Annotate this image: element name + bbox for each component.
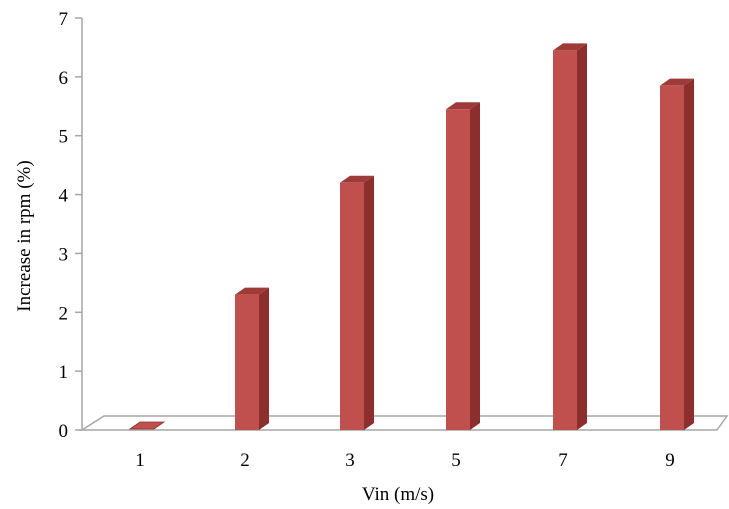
floor-plane — [79, 415, 729, 431]
bar — [128, 421, 166, 430]
y-tick-label: 2 — [59, 303, 69, 324]
y-axis-title: Increase in rpm (%) — [14, 160, 35, 311]
y-tick-label: 6 — [59, 68, 69, 89]
bar — [446, 102, 480, 430]
bar-top-face — [340, 175, 374, 183]
bar-side-face — [364, 175, 374, 430]
bar — [235, 287, 269, 430]
x-axis-title: Vin (m/s) — [362, 484, 434, 505]
bars — [128, 43, 694, 430]
bar-top-face — [235, 287, 269, 295]
bar-side-face — [577, 43, 587, 430]
x-tick-label: 5 — [451, 450, 461, 471]
x-tick-labels: 1 2 3 5 7 9 — [135, 450, 675, 471]
axes — [75, 17, 729, 431]
x-tick-label: 7 — [558, 450, 568, 471]
y-tick-label: 0 — [59, 421, 69, 442]
x-tick-label: 3 — [345, 450, 355, 471]
y-tick-label: 7 — [59, 9, 69, 30]
bar-front-face — [235, 294, 259, 430]
y-tick-label: 1 — [59, 362, 69, 383]
x-tick-label: 1 — [135, 450, 145, 471]
y-tick-label: 5 — [59, 127, 69, 148]
bar — [660, 78, 694, 430]
bar-front-face — [553, 50, 577, 430]
y-tick-label: 4 — [59, 186, 69, 207]
bar-top-face — [660, 78, 694, 86]
bar-side-face — [470, 102, 480, 430]
x-tick-label: 9 — [665, 450, 675, 471]
bar-front-face — [446, 109, 470, 430]
bar-side-face — [259, 287, 269, 430]
bar-top-face — [446, 102, 480, 110]
x-tick-label: 2 — [240, 450, 250, 471]
bar — [340, 175, 374, 430]
y-tick-labels: 0 1 2 3 4 5 6 7 — [59, 9, 69, 442]
y-tick-label: 3 — [59, 244, 69, 265]
bar-front-face — [340, 182, 364, 430]
bar-side-face — [684, 78, 694, 430]
bar — [553, 43, 587, 430]
bar-top-face — [128, 421, 166, 430]
bar-top-face — [553, 43, 587, 51]
bar-front-face — [660, 85, 684, 430]
